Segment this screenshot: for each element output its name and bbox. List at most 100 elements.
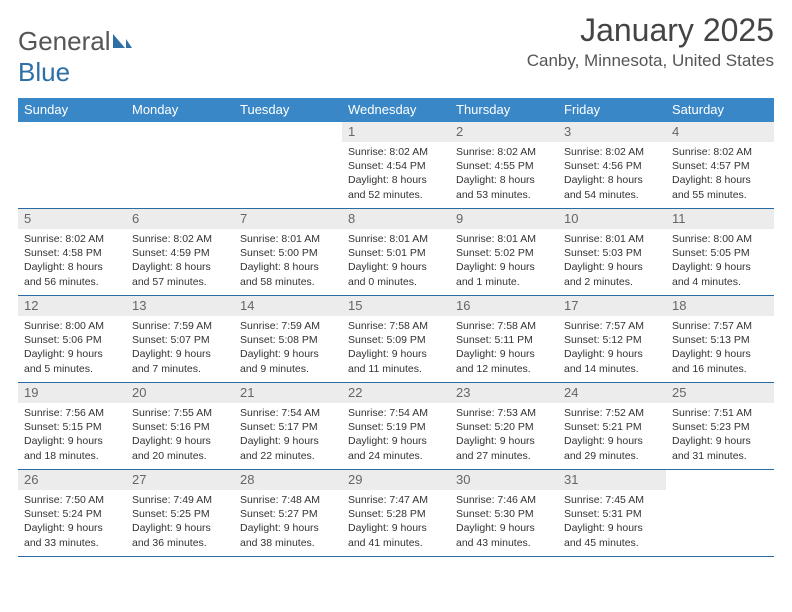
- day-info: Sunrise: 7:51 AMSunset: 5:23 PMDaylight:…: [672, 406, 768, 463]
- day-info: Sunrise: 7:57 AMSunset: 5:13 PMDaylight:…: [672, 319, 768, 376]
- day-number: 25: [672, 385, 768, 400]
- day-number: 7: [240, 211, 336, 226]
- calendar-day: 26 Sunrise: 7:50 AMSunset: 5:24 PMDayligh…: [18, 470, 126, 556]
- day-info: Sunrise: 8:02 AMSunset: 4:59 PMDaylight:…: [132, 232, 228, 289]
- day-info: Sunrise: 8:00 AMSunset: 5:05 PMDaylight:…: [672, 232, 768, 289]
- day-info: Sunrise: 7:50 AMSunset: 5:24 PMDaylight:…: [24, 493, 120, 550]
- day-number: 29: [348, 472, 444, 487]
- day-number: 23: [456, 385, 552, 400]
- day-number-wrap: 26: [18, 470, 126, 490]
- day-info: Sunrise: 8:02 AMSunset: 4:54 PMDaylight:…: [348, 145, 444, 202]
- day-number-wrap: 30: [450, 470, 558, 490]
- day-number-wrap: 8: [342, 209, 450, 229]
- calendar-day: 9Sunrise: 8:01 AMSunset: 5:02 PMDaylight…: [450, 209, 558, 295]
- day-info: Sunrise: 7:54 AMSunset: 5:17 PMDaylight:…: [240, 406, 336, 463]
- calendar-week: 1 Sunrise: 8:02 AMSunset: 4:54 PMDaylight…: [18, 122, 774, 209]
- day-header: Tuesday: [234, 98, 342, 122]
- day-info: Sunrise: 8:01 AMSunset: 5:03 PMDaylight:…: [564, 232, 660, 289]
- calendar: SundayMondayTuesdayWednesdayThursdayFrid…: [18, 98, 774, 557]
- day-number-wrap: 14: [234, 296, 342, 316]
- day-number: 27: [132, 472, 228, 487]
- day-number: 1: [348, 124, 444, 139]
- day-number-wrap: 3: [558, 122, 666, 142]
- calendar-day: 20 Sunrise: 7:55 AMSunset: 5:16 PMDayligh…: [126, 383, 234, 469]
- day-number: 3: [564, 124, 660, 139]
- day-info: Sunrise: 7:59 AMSunset: 5:07 PMDaylight:…: [132, 319, 228, 376]
- calendar-day: 21 Sunrise: 7:54 AMSunset: 5:17 PMDayligh…: [234, 383, 342, 469]
- day-number-wrap: 10: [558, 209, 666, 229]
- day-info: Sunrise: 7:59 AMSunset: 5:08 PMDaylight:…: [240, 319, 336, 376]
- calendar-day: 6 Sunrise: 8:02 AMSunset: 4:59 PMDaylight…: [126, 209, 234, 295]
- calendar-day: 8Sunrise: 8:01 AMSunset: 5:01 PMDaylight…: [342, 209, 450, 295]
- sail-icon: [111, 26, 133, 57]
- day-number-wrap: 7: [234, 209, 342, 229]
- day-info: Sunrise: 7:57 AMSunset: 5:12 PMDaylight:…: [564, 319, 660, 376]
- calendar-week: 12Sunrise: 8:00 AMSunset: 5:06 PMDayligh…: [18, 296, 774, 383]
- calendar-header-row: SundayMondayTuesdayWednesdayThursdayFrid…: [18, 98, 774, 122]
- day-number-wrap: 24: [558, 383, 666, 403]
- day-number-wrap: 12: [18, 296, 126, 316]
- day-info: Sunrise: 7:53 AMSunset: 5:20 PMDaylight:…: [456, 406, 552, 463]
- day-number: 31: [564, 472, 660, 487]
- calendar-day: 1 Sunrise: 8:02 AMSunset: 4:54 PMDaylight…: [342, 122, 450, 208]
- calendar-day: 24Sunrise: 7:52 AMSunset: 5:21 PMDayligh…: [558, 383, 666, 469]
- calendar-day: [126, 122, 234, 208]
- day-info: Sunrise: 8:01 AMSunset: 5:02 PMDaylight:…: [456, 232, 552, 289]
- day-number-wrap: 1: [342, 122, 450, 142]
- day-number: 22: [348, 385, 444, 400]
- day-number-wrap: 27: [126, 470, 234, 490]
- logo: GeneralBlue: [18, 26, 133, 88]
- day-number-wrap: 31: [558, 470, 666, 490]
- day-header: Thursday: [450, 98, 558, 122]
- calendar-day: 14 Sunrise: 7:59 AMSunset: 5:08 PMDayligh…: [234, 296, 342, 382]
- day-number-wrap: 20: [126, 383, 234, 403]
- day-info: Sunrise: 8:02 AMSunset: 4:57 PMDaylight:…: [672, 145, 768, 202]
- calendar-day: 18 Sunrise: 7:57 AMSunset: 5:13 PMDayligh…: [666, 296, 774, 382]
- calendar-day: 16Sunrise: 7:58 AMSunset: 5:11 PMDayligh…: [450, 296, 558, 382]
- day-number: 15: [348, 298, 444, 313]
- location: Canby, Minnesota, United States: [527, 51, 774, 71]
- day-info: Sunrise: 7:55 AMSunset: 5:16 PMDaylight:…: [132, 406, 228, 463]
- day-info: Sunrise: 7:46 AMSunset: 5:30 PMDaylight:…: [456, 493, 552, 550]
- day-number: 21: [240, 385, 336, 400]
- day-number: 28: [240, 472, 336, 487]
- day-number-wrap: 5: [18, 209, 126, 229]
- day-number-wrap: 21: [234, 383, 342, 403]
- day-number: 17: [564, 298, 660, 313]
- calendar-day: 13 Sunrise: 7:59 AMSunset: 5:07 PMDayligh…: [126, 296, 234, 382]
- header: GeneralBlue January 2025 Canby, Minnesot…: [18, 12, 774, 88]
- day-number: 18: [672, 298, 768, 313]
- day-number: 8: [348, 211, 444, 226]
- calendar-day: [18, 122, 126, 208]
- calendar-day: 10 Sunrise: 8:01 AMSunset: 5:03 PMDayligh…: [558, 209, 666, 295]
- day-header: Sunday: [18, 98, 126, 122]
- day-number-wrap: 25: [666, 383, 774, 403]
- logo-text: GeneralBlue: [18, 26, 133, 88]
- day-number: 6: [132, 211, 228, 226]
- day-number: 5: [24, 211, 120, 226]
- day-number: 19: [24, 385, 120, 400]
- day-number-wrap: 23: [450, 383, 558, 403]
- calendar-day: [234, 122, 342, 208]
- calendar-day: 29Sunrise: 7:47 AMSunset: 5:28 PMDayligh…: [342, 470, 450, 556]
- logo-text-blue: Blue: [18, 57, 70, 87]
- day-number: 11: [672, 211, 768, 226]
- day-info: Sunrise: 8:01 AMSunset: 5:00 PMDaylight:…: [240, 232, 336, 289]
- day-info: Sunrise: 7:54 AMSunset: 5:19 PMDaylight:…: [348, 406, 444, 463]
- day-number: 13: [132, 298, 228, 313]
- calendar-week: 26 Sunrise: 7:50 AMSunset: 5:24 PMDayligh…: [18, 470, 774, 557]
- day-info: Sunrise: 8:02 AMSunset: 4:58 PMDaylight:…: [24, 232, 120, 289]
- day-info: Sunrise: 8:02 AMSunset: 4:56 PMDaylight:…: [564, 145, 660, 202]
- title-block: January 2025 Canby, Minnesota, United St…: [527, 12, 774, 71]
- day-number: 30: [456, 472, 552, 487]
- day-info: Sunrise: 7:58 AMSunset: 5:09 PMDaylight:…: [348, 319, 444, 376]
- calendar-day: 31Sunrise: 7:45 AMSunset: 5:31 PMDayligh…: [558, 470, 666, 556]
- calendar-body: 1 Sunrise: 8:02 AMSunset: 4:54 PMDaylight…: [18, 122, 774, 557]
- day-header: Wednesday: [342, 98, 450, 122]
- calendar-day: 22 Sunrise: 7:54 AMSunset: 5:19 PMDayligh…: [342, 383, 450, 469]
- day-number-wrap: 29: [342, 470, 450, 490]
- month-title: January 2025: [527, 12, 774, 49]
- day-number: 24: [564, 385, 660, 400]
- day-number: 2: [456, 124, 552, 139]
- calendar-day: 4Sunrise: 8:02 AMSunset: 4:57 PMDaylight…: [666, 122, 774, 208]
